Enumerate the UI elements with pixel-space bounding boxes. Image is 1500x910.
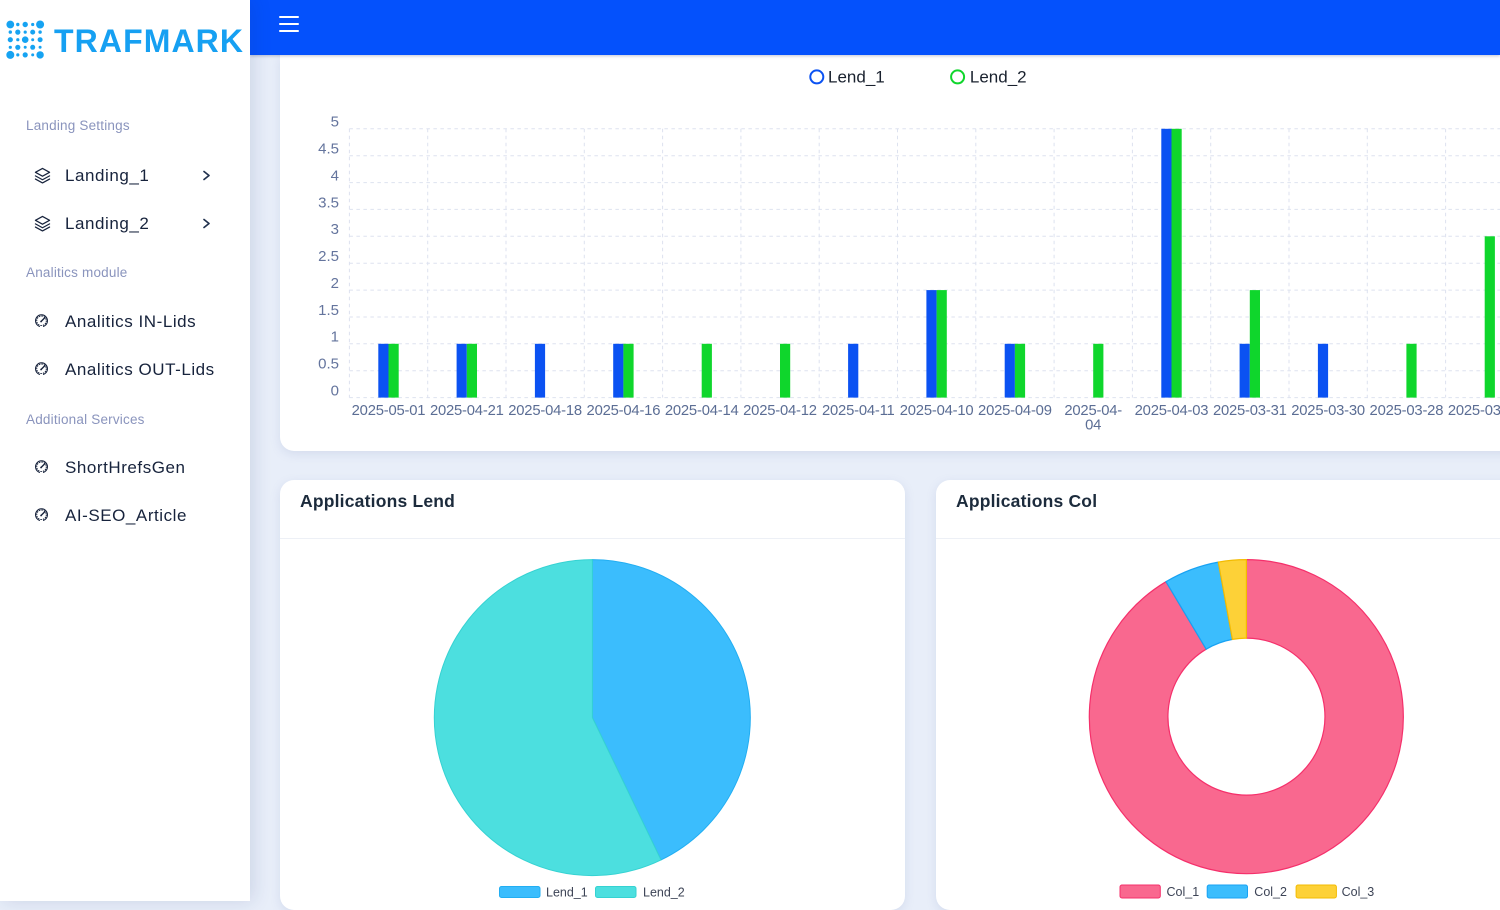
svg-text:Col_3: Col_3 — [1342, 885, 1375, 899]
svg-text:3.5: 3.5 — [318, 194, 339, 211]
svg-text:Lend_2: Lend_2 — [643, 886, 685, 900]
svg-text:Col_2: Col_2 — [1254, 885, 1287, 899]
svg-text:2025-04-10: 2025-04-10 — [900, 403, 974, 419]
svg-text:3: 3 — [331, 221, 339, 238]
svg-text:2025-03-30: 2025-03-30 — [1291, 403, 1365, 419]
svg-text:2025-03-31: 2025-03-31 — [1213, 403, 1287, 419]
svg-text:2025-04-12: 2025-04-12 — [743, 403, 817, 419]
svg-text:0.5: 0.5 — [318, 356, 339, 373]
svg-text:2025-04-: 2025-04- — [1064, 403, 1122, 419]
svg-text:5: 5 — [331, 114, 339, 131]
svg-text:2025-03-28: 2025-03-28 — [1370, 403, 1444, 419]
svg-text:Lend_1: Lend_1 — [828, 68, 885, 87]
svg-text:4: 4 — [331, 168, 339, 185]
svg-text:2025-04-21: 2025-04-21 — [430, 403, 504, 419]
svg-text:2025-03-27: 2025-03-27 — [1448, 403, 1500, 419]
svg-text:2025-05-01: 2025-05-01 — [352, 403, 426, 419]
svg-text:2025-04-18: 2025-04-18 — [508, 403, 582, 419]
svg-text:2: 2 — [331, 275, 339, 292]
svg-text:2025-04-16: 2025-04-16 — [587, 403, 661, 419]
svg-text:2.5: 2.5 — [318, 248, 339, 265]
svg-text:4.5: 4.5 — [318, 141, 339, 158]
svg-text:04: 04 — [1085, 418, 1101, 434]
svg-text:1.5: 1.5 — [318, 302, 339, 319]
svg-text:2025-04-11: 2025-04-11 — [822, 403, 895, 419]
svg-text:Col_1: Col_1 — [1167, 885, 1200, 899]
svg-text:2025-04-03: 2025-04-03 — [1135, 403, 1209, 419]
svg-text:Lend_2: Lend_2 — [970, 68, 1027, 87]
svg-text:2025-04-09: 2025-04-09 — [978, 403, 1052, 419]
svg-text:Lend_1: Lend_1 — [546, 886, 588, 900]
svg-text:0: 0 — [331, 383, 339, 400]
svg-text:1: 1 — [331, 329, 339, 346]
svg-text:2025-04-14: 2025-04-14 — [665, 403, 739, 419]
